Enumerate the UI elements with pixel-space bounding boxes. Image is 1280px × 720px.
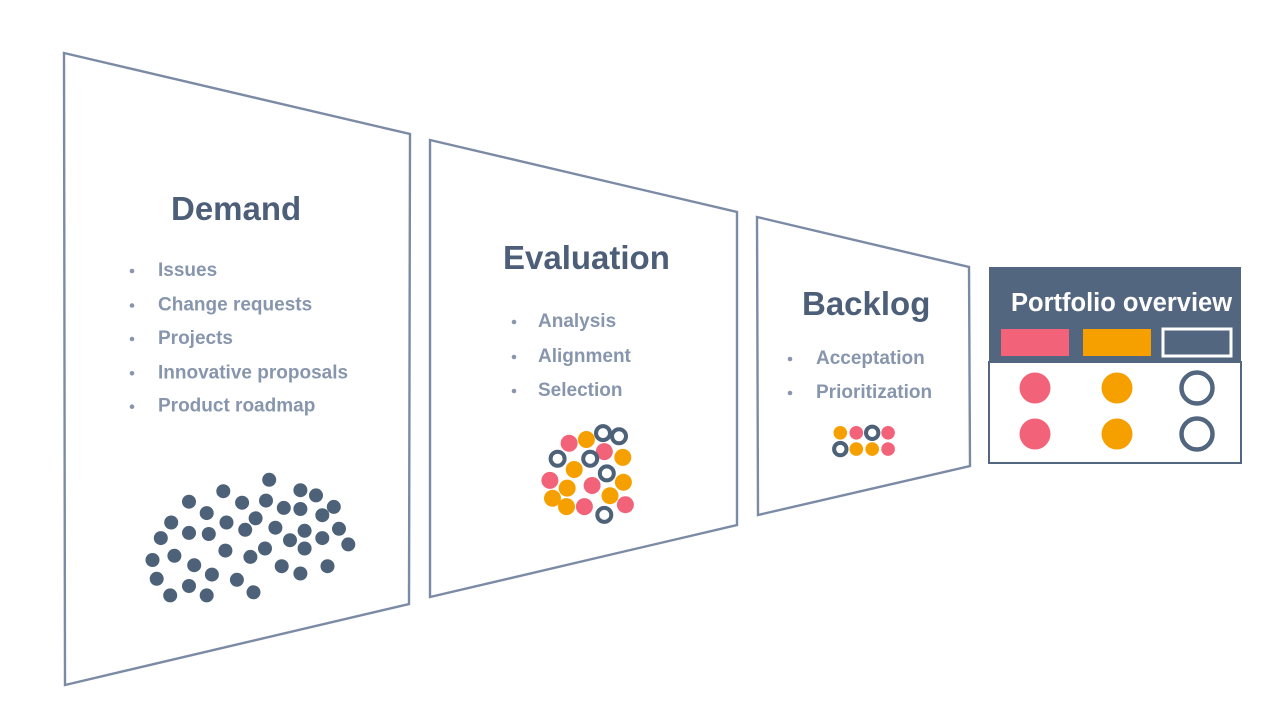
svg-text:Analysis: Analysis <box>538 311 616 332</box>
svg-text:Selection: Selection <box>538 380 622 401</box>
svg-text:Innovative proposals: Innovative proposals <box>158 362 348 383</box>
svg-text:Issues: Issues <box>158 260 217 281</box>
svg-text:Projects: Projects <box>158 328 233 349</box>
svg-text:Alignment: Alignment <box>538 346 632 367</box>
svg-text:Product roadmap: Product roadmap <box>158 396 315 417</box>
svg-text:Acceptation: Acceptation <box>816 348 925 369</box>
svg-text:Backlog: Backlog <box>802 285 930 322</box>
svg-text:Portfolio overview: Portfolio overview <box>1011 289 1232 317</box>
svg-text:Prioritization: Prioritization <box>816 382 932 403</box>
svg-text:Evaluation: Evaluation <box>503 239 670 276</box>
svg-text:Change requests: Change requests <box>158 295 312 316</box>
svg-text:Demand: Demand <box>171 190 301 227</box>
